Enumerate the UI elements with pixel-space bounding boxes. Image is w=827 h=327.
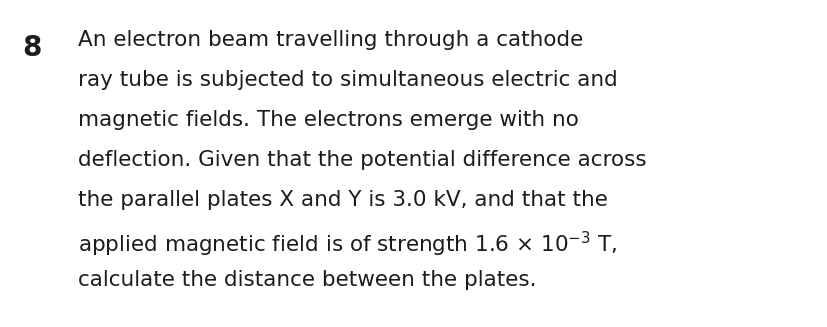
Text: calculate the distance between the plates.: calculate the distance between the plate… <box>78 270 536 290</box>
Text: An electron beam travelling through a cathode: An electron beam travelling through a ca… <box>78 30 582 50</box>
Text: ray tube is subjected to simultaneous electric and: ray tube is subjected to simultaneous el… <box>78 70 617 90</box>
Text: the parallel plates X and Y is 3.0 kV, and that the: the parallel plates X and Y is 3.0 kV, a… <box>78 190 607 210</box>
Text: 8: 8 <box>22 34 41 62</box>
Text: magnetic fields. The electrons emerge with no: magnetic fields. The electrons emerge wi… <box>78 110 578 130</box>
Text: applied magnetic field is of strength 1.6 × 10$^{-3}$ T,: applied magnetic field is of strength 1.… <box>78 230 617 259</box>
Text: deflection. Given that the potential difference across: deflection. Given that the potential dif… <box>78 150 646 170</box>
